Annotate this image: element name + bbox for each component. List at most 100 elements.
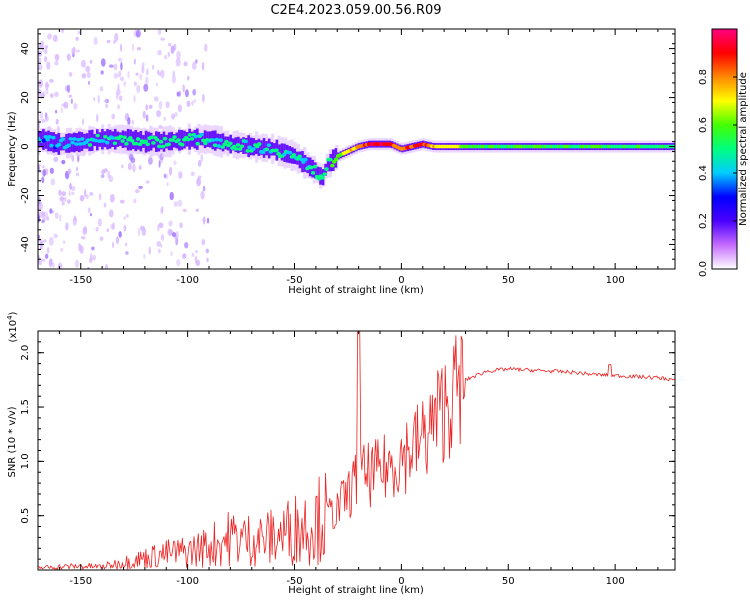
- heatmap-noise-cell: [147, 156, 153, 165]
- heatmap-band-cell: [180, 130, 184, 150]
- spectrogram-y-tick-label: 40: [20, 42, 31, 55]
- heatmap-noise-cell: [178, 90, 181, 97]
- colorbar: 0.0 0.2 0.4 0.6 0.8 Normalized spectral ampl…: [698, 28, 749, 277]
- heatmap-noise-cell: [41, 176, 45, 184]
- heatmap-noise-cell: [73, 102, 78, 110]
- heatmap-band-cell: [278, 144, 281, 158]
- heatmap-noise-cell: [44, 45, 49, 49]
- heatmap-noise-cell: [157, 29, 162, 36]
- heatmap-band-cell: [54, 134, 58, 153]
- heatmap-noise-cell: [174, 111, 178, 117]
- heatmap-ridge-cell: [247, 145, 252, 150]
- colorbar-tick-label: 0.2: [698, 213, 709, 229]
- heatmap-ridge-cell: [143, 139, 148, 144]
- heatmap-noise-cell: [200, 190, 205, 200]
- heatmap-noise-cell: [202, 93, 205, 103]
- heatmap-noise-cell: [131, 43, 134, 52]
- heatmap-noise-cell: [160, 160, 163, 164]
- heatmap-noise-cell: [42, 165, 45, 169]
- heatmap-noise-cell: [97, 94, 100, 104]
- heatmap-ridge-cell: [264, 147, 270, 152]
- heatmap-noise-cell: [81, 59, 86, 68]
- heatmap-noise-cell: [113, 72, 119, 79]
- heatmap-ridge-cell: [70, 140, 75, 145]
- heatmap-band-cell: [306, 157, 309, 174]
- heatmap-ridge-cell: [189, 136, 195, 141]
- spectrogram-y-axis-label: Frequency (Hz): [7, 111, 18, 187]
- heatmap-ridge-cell: [324, 167, 329, 171]
- heatmap-noise-cell: [93, 36, 98, 46]
- heatmap-noise-cell: [169, 166, 173, 176]
- heatmap-noise-cell: [186, 75, 190, 81]
- heatmap-noise-cell: [44, 47, 48, 55]
- heatmap-noise-cell: [153, 96, 159, 102]
- snr-y-multiplier: (x104): [6, 311, 19, 342]
- heatmap-noise-cell: [135, 189, 140, 194]
- heatmap-noise-cell: [206, 257, 209, 263]
- snr-series-line: [38, 331, 675, 570]
- heatmap-noise-cell: [123, 81, 126, 87]
- heatmap-noise-cell: [176, 259, 181, 267]
- heatmap-noise-cell: [77, 30, 81, 35]
- heatmap-band-cell: [196, 128, 199, 150]
- heatmap-band-cell: [67, 133, 71, 153]
- heatmap-noise-cell: [123, 224, 127, 232]
- colorbar-gradient: [711, 28, 738, 270]
- heatmap-noise-cell: [70, 186, 76, 192]
- heatmap-noise-cell: [96, 113, 99, 123]
- heatmap-noise-cell: [161, 206, 164, 213]
- heatmap-noise-cell: [157, 49, 162, 56]
- heatmap-noise-cell: [139, 225, 145, 231]
- heatmap-noise-cell: [197, 159, 202, 167]
- heatmap-noise-cell: [40, 40, 44, 46]
- snr-y-axis-label: SNR (10 * v/v): [7, 406, 18, 477]
- heatmap-noise-cell: [133, 94, 136, 103]
- heatmap-noise-cell: [54, 212, 59, 219]
- heatmap-noise-cell: [91, 246, 95, 251]
- colorbar-tick-label: 0.6: [698, 117, 709, 133]
- heatmap-noise-cell: [61, 103, 66, 107]
- heatmap-noise-cell: [163, 173, 167, 178]
- heatmap-noise-cell: [41, 211, 45, 217]
- heatmap-noise-cell: [158, 125, 163, 129]
- heatmap-ridge-cell: [45, 137, 50, 142]
- heatmap-noise-cell: [82, 118, 85, 126]
- heatmap-ridge-cell: [199, 132, 204, 137]
- heatmap-noise-cell: [165, 101, 170, 109]
- heatmap-noise-cell: [38, 63, 43, 71]
- heatmap-noise-cell: [200, 153, 204, 163]
- heatmap-noise-cell: [100, 58, 106, 67]
- heatmap-ridge-cell: [85, 138, 91, 142]
- heatmap-noise-cell: [167, 228, 173, 236]
- heatmap-noise-cell: [107, 170, 111, 179]
- heatmap-noise-cell: [54, 60, 59, 66]
- heatmap-noise-cell: [47, 33, 52, 40]
- heatmap-noise-cell: [148, 246, 151, 255]
- heatmap-noise-cell: [112, 222, 115, 231]
- heatmap-noise-cell: [138, 185, 143, 189]
- heatmap-ridge-cell: [233, 147, 239, 151]
- heatmap-ridge-cell: [157, 144, 162, 149]
- heatmap-noise-cell: [89, 253, 93, 261]
- heatmap-band-cell: [121, 130, 125, 148]
- heatmap-noise-cell: [106, 228, 110, 233]
- heatmap-noise-cell: [182, 84, 185, 93]
- spectrogram-x-tick-label: 100: [606, 275, 625, 286]
- spectrogram-x-tick-label: -150: [69, 275, 92, 286]
- heatmap-ridge-cell: [266, 143, 272, 147]
- heatmap-noise-cell: [75, 49, 81, 53]
- heatmap-noise-cell: [49, 208, 53, 214]
- spectrogram-y-axis: 40 20 0 -20 -40: [20, 33, 675, 270]
- heatmap-noise-cell: [195, 249, 198, 254]
- heatmap-band-cell: [221, 133, 225, 152]
- heatmap-noise-cell: [186, 100, 191, 107]
- heatmap-noise-cell: [100, 70, 104, 75]
- spectrogram-y-tick-label: -40: [20, 236, 31, 252]
- heatmap-noise-cell: [75, 36, 79, 41]
- heatmap-noise-cell: [156, 110, 162, 118]
- heatmap-ridge-cell: [110, 136, 116, 140]
- heatmap-noise-cell: [178, 171, 183, 180]
- heatmap-noise-cell: [143, 83, 149, 92]
- heatmap-band-cell: [147, 131, 150, 152]
- heatmap-noise-cell: [42, 90, 46, 98]
